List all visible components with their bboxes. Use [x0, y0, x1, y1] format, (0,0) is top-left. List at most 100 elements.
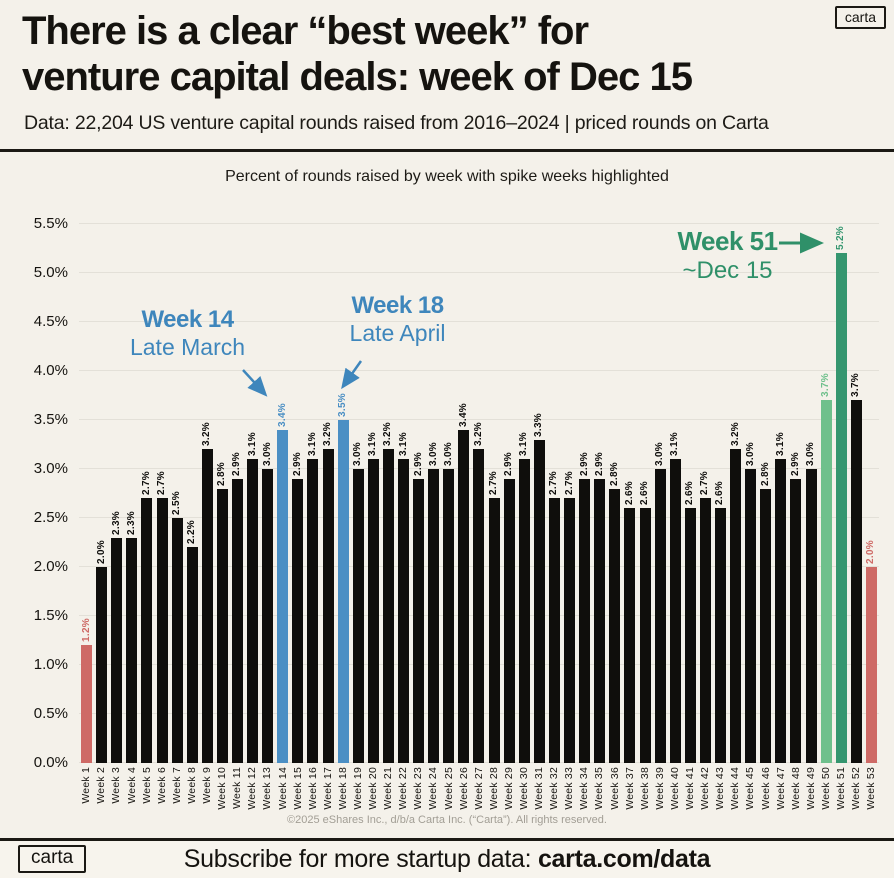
bar-value-label: 3.0% [744, 442, 756, 466]
bar-week-22 [398, 459, 410, 763]
bar-week-25 [443, 469, 455, 763]
bar-value-label: 3.2% [201, 422, 213, 447]
x-tick-label: Week 44 [729, 767, 742, 810]
y-tick-label: 1.0% [33, 656, 68, 673]
bar-week-29 [503, 478, 515, 763]
bar-value-label: 2.7% [156, 471, 168, 496]
bar-column: 3.0% [426, 442, 441, 763]
bar-value-label: 2.7% [563, 471, 575, 496]
bar-week-5 [141, 498, 153, 763]
x-tick-label: Week 35 [593, 767, 606, 810]
bar-value-label: 3.0% [427, 442, 439, 466]
y-tick-label: 4.0% [33, 362, 68, 379]
carta-logo-bottom: carta [18, 845, 87, 873]
bar-week-8 [186, 547, 198, 763]
bar-week-51 [835, 253, 847, 763]
bar-column: 3.3% [532, 413, 547, 763]
bar-column: 3.4% [456, 403, 471, 763]
bar-column: 2.0% [94, 540, 109, 763]
bar-value-label: 2.9% [789, 451, 801, 476]
bar-value-label: 3.4% [276, 402, 288, 427]
bar-week-53 [865, 567, 877, 763]
bar-column: 2.7% [562, 471, 577, 763]
bar-value-label: 2.3% [110, 510, 122, 535]
x-tick-label: Week 41 [684, 767, 697, 810]
bar-week-49 [805, 469, 817, 763]
bar-value-label: 3.1% [306, 432, 318, 457]
bar-week-18 [337, 420, 349, 763]
bar-value-label: 2.9% [291, 451, 303, 476]
bar-value-label: 2.9% [231, 451, 243, 476]
bar-column: 3.0% [351, 442, 366, 763]
x-tick-label: Week 34 [578, 767, 591, 810]
bar-value-label: 1.2% [80, 618, 92, 643]
x-tick-label: Week 52 [850, 767, 863, 810]
bar-value-label: 2.9% [578, 451, 590, 476]
bar-week-52 [850, 400, 862, 763]
bar-week-28 [488, 498, 500, 763]
gridline [79, 419, 879, 420]
bar-value-label: 3.0% [805, 442, 817, 466]
bar-value-label: 3.1% [774, 432, 786, 457]
bar-week-26 [458, 429, 470, 763]
y-tick-label: 1.5% [33, 607, 68, 624]
x-tick-label: Week 16 [306, 767, 319, 810]
subscribe-cta-prefix: Subscribe for more startup data: [183, 845, 538, 873]
x-tick-label: Week 15 [291, 767, 304, 810]
bar-value-label: 3.1% [246, 432, 258, 457]
bar-value-label: 3.1% [669, 432, 681, 457]
gridline [79, 223, 879, 224]
subscribe-cta: Subscribe for more startup data: carta.c… [183, 845, 711, 874]
bar-column: 3.1% [396, 432, 411, 763]
chart-title: Percent of rounds raised by week with sp… [225, 168, 669, 185]
bar-week-19 [352, 469, 364, 763]
bar-value-label: 3.1% [518, 432, 530, 457]
bar-value-label: 2.0% [95, 540, 107, 564]
bar-week-37 [624, 508, 636, 763]
x-tick-label: Week 5 [140, 767, 153, 804]
y-tick-label: 2.0% [33, 558, 68, 575]
bar-value-label: 2.9% [412, 451, 424, 476]
gridline [79, 370, 879, 371]
bar-value-label: 2.6% [639, 481, 651, 506]
bar-value-label: 2.5% [171, 491, 183, 515]
bar-value-label: 2.6% [714, 481, 726, 506]
bar-value-label: 2.0% [865, 540, 877, 564]
x-tick-label: Week 31 [533, 767, 546, 810]
bar-week-3 [111, 537, 123, 763]
bar-value-label: 3.7% [850, 373, 862, 398]
x-tick-label: Week 47 [774, 767, 787, 810]
title-line-1: There is a clear “best week” for [22, 9, 589, 53]
x-tick-label: Week 20 [367, 767, 380, 810]
bar-value-label: 2.8% [608, 461, 620, 486]
bar-value-label: 3.5% [337, 393, 349, 417]
bar-week-23 [413, 478, 425, 763]
bar-week-24 [428, 469, 440, 763]
x-tick-label: Week 23 [412, 767, 425, 810]
x-tick-label: Week 9 [201, 767, 214, 804]
x-tick-label: Week 51 [834, 767, 847, 810]
annotation-week51-title: Week 51 [677, 226, 778, 256]
bar-value-label: 3.4% [457, 402, 469, 427]
bar-week-7 [171, 518, 183, 763]
bottom-divider [0, 838, 894, 841]
bar-column: 5.2% [834, 226, 849, 763]
bar-column: 3.1% [305, 432, 320, 763]
data-source-subtitle: Data: 22,204 US venture capital rounds r… [24, 112, 769, 134]
bar-column: 3.1% [245, 432, 260, 763]
x-tick-label: Week 3 [110, 767, 123, 804]
annotation-week18-subtitle: Late April [349, 320, 446, 346]
bar-column: 3.2% [381, 422, 396, 763]
bar-column: 2.3% [109, 511, 124, 763]
x-tick-label: Week 46 [759, 767, 772, 810]
bar-column: 3.1% [668, 432, 683, 763]
x-tick-label: Week 43 [714, 767, 727, 810]
bar-value-label: 3.1% [367, 432, 379, 457]
annotation-week14: Week 14 Late March [100, 306, 275, 361]
bar-week-42 [699, 498, 711, 763]
bar-week-13 [262, 469, 274, 763]
bar-column: 3.0% [260, 442, 275, 763]
bar-column: 3.7% [849, 373, 864, 763]
bar-week-35 [594, 478, 606, 763]
title-line-2: venture capital deals: week of Dec 15 [22, 55, 693, 100]
